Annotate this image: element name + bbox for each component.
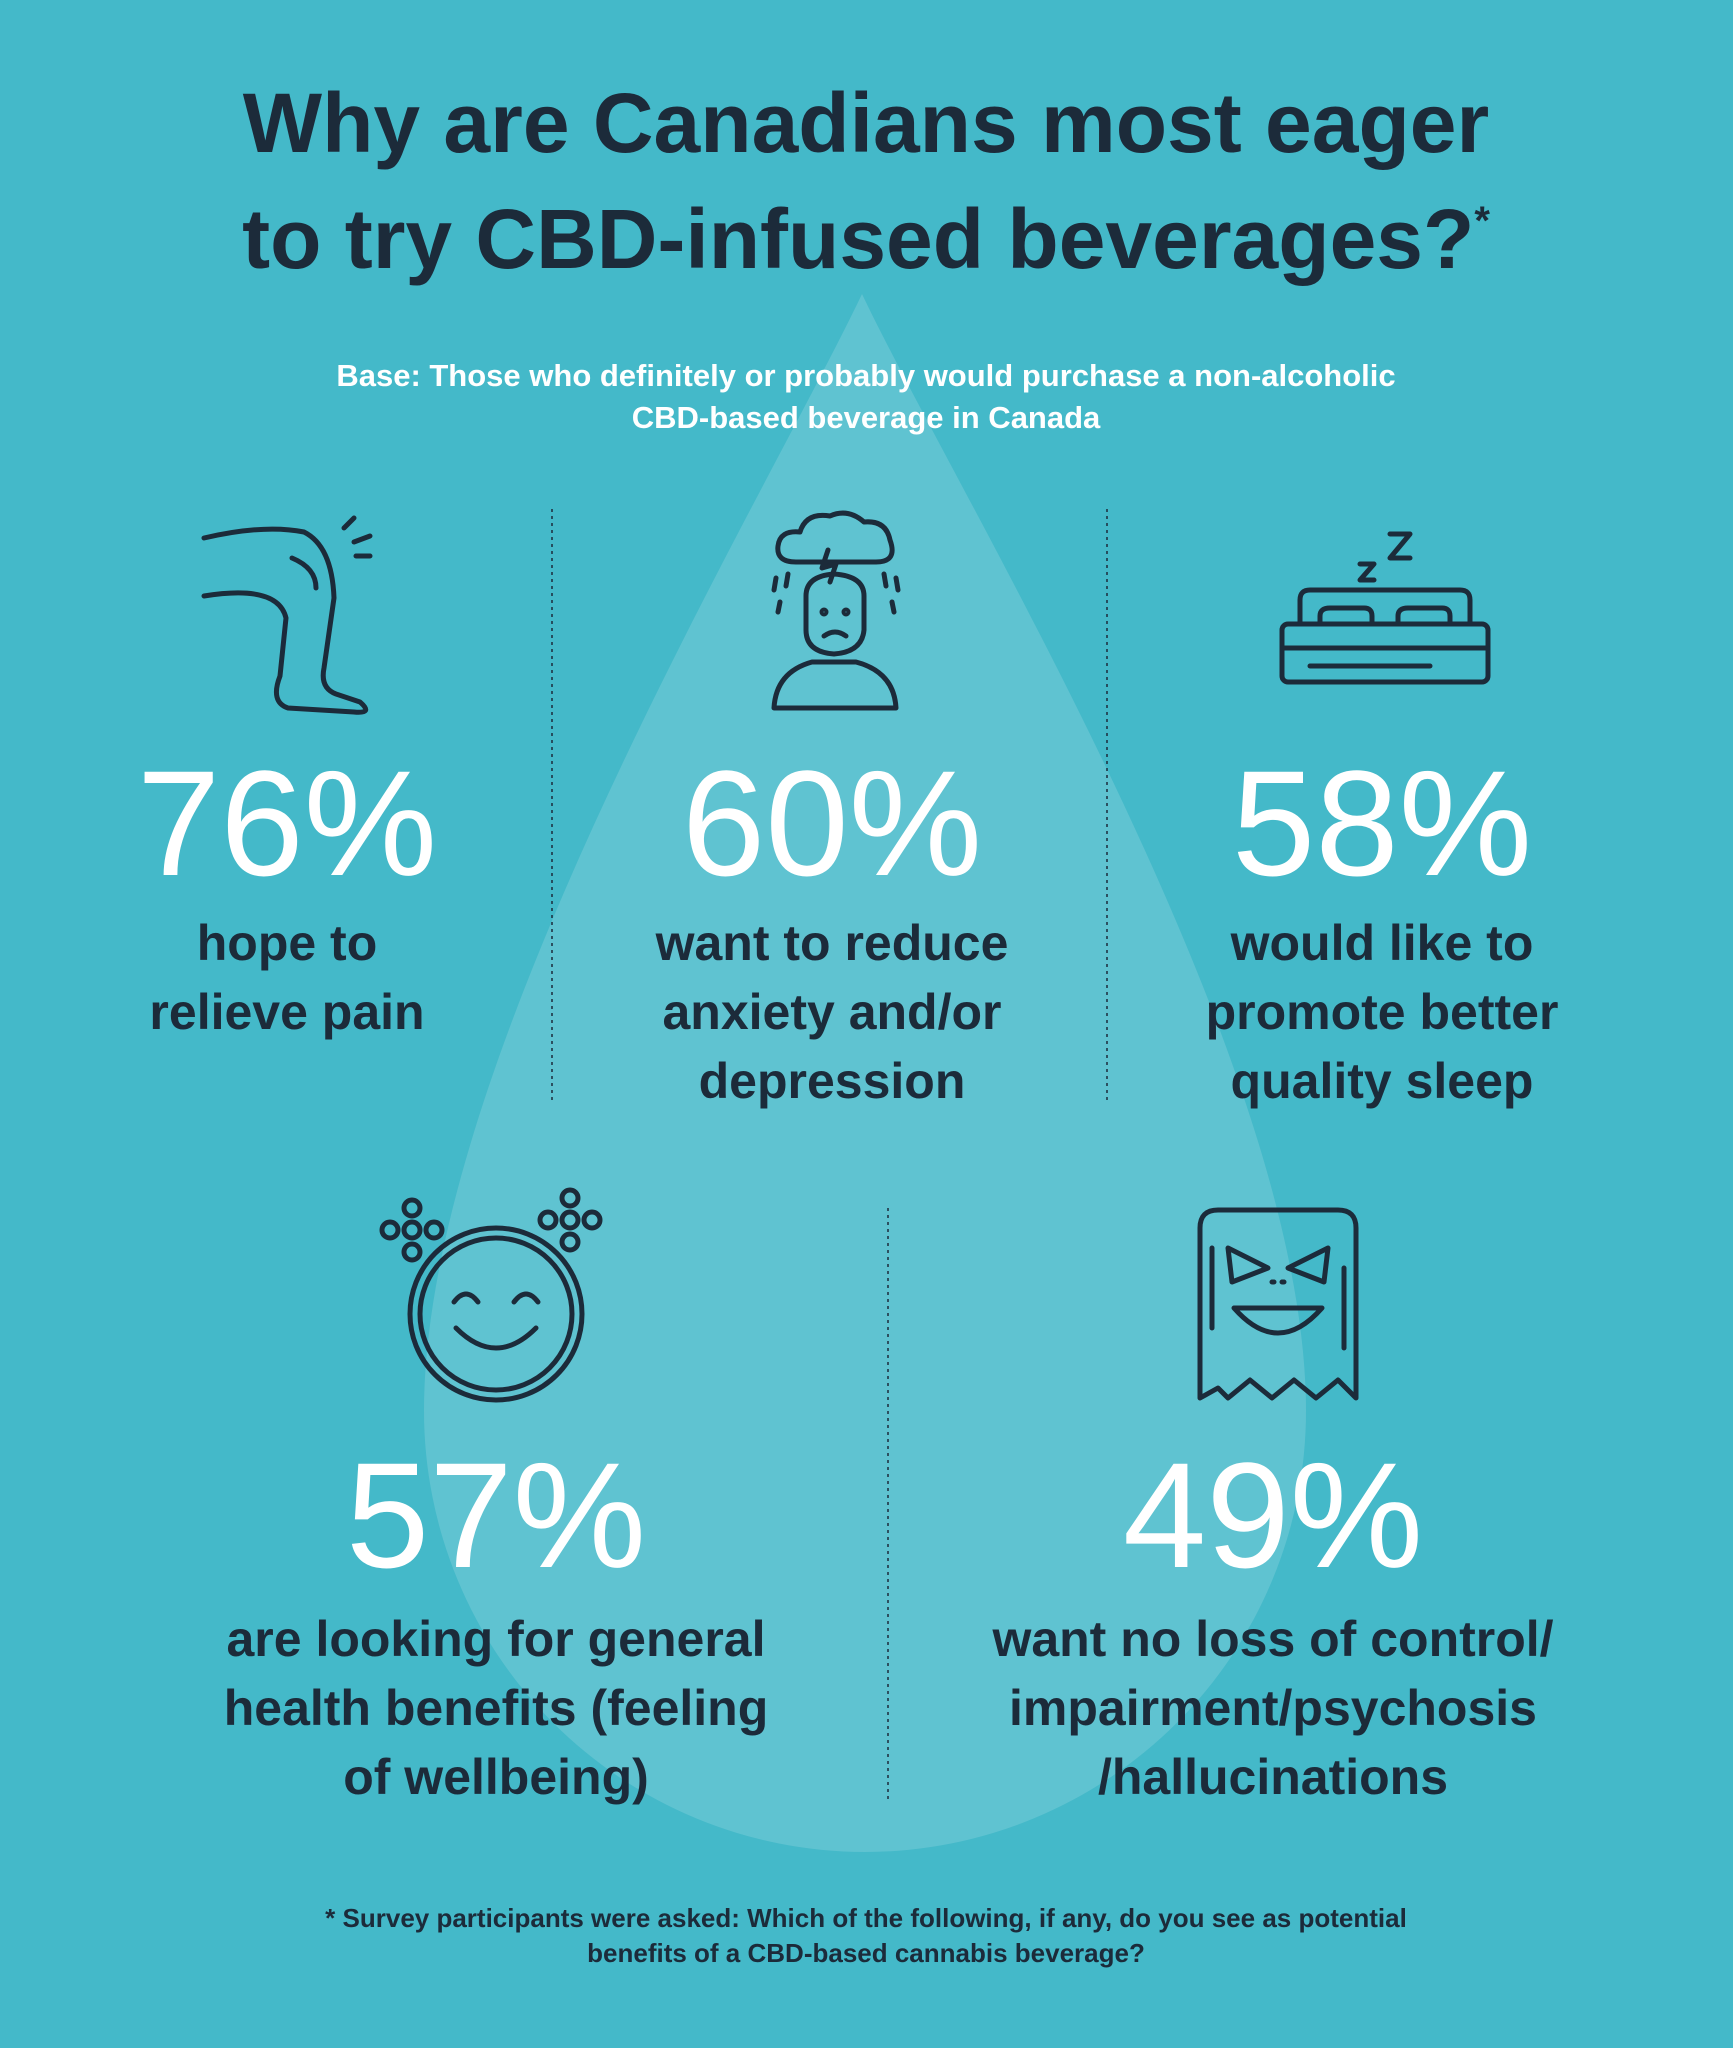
title-line: to try CBD-infused beverages? [242, 192, 1474, 286]
stat-value: 49% [1123, 1431, 1423, 1599]
icon-ghost [1197, 1207, 1359, 1401]
stat-label: /hallucinations [1098, 1749, 1448, 1805]
stat-value: 57% [346, 1431, 646, 1599]
footnote: benefits of a CBD-based cannabis beverag… [587, 1938, 1145, 1968]
stat-label: hope to [197, 915, 378, 971]
title-line: Why are Canadians most eager [243, 76, 1489, 170]
subtitle: Base: Those who definitely or probably w… [336, 358, 1395, 393]
stat-label: want to reduce [655, 915, 1009, 971]
drop-shape [424, 294, 1306, 1852]
subtitle: CBD-based beverage in Canada [632, 400, 1101, 435]
footnote: * Survey participants were asked: Which … [325, 1903, 1407, 1933]
stat-value: 76% [137, 739, 437, 907]
title: Why are Canadians most eager [243, 76, 1489, 170]
stat-label: anxiety and/or [663, 984, 1002, 1040]
stat-label: want no loss of control/ [991, 1611, 1553, 1667]
stat-label: health benefits (feeling [224, 1680, 769, 1736]
icon-bed [1279, 531, 1491, 685]
stat-label: relieve pain [149, 984, 424, 1040]
stat-label: depression [699, 1053, 966, 1109]
stat-value: 58% [1232, 739, 1532, 907]
stat-label: quality sleep [1231, 1053, 1534, 1109]
stat-label: would like to [1230, 915, 1534, 971]
stat-label: are looking for general [226, 1611, 765, 1667]
icon-smiley [379, 1187, 603, 1403]
title: to try CBD-infused beverages?* [242, 192, 1490, 286]
stat-label: promote better [1206, 984, 1559, 1040]
stat-label: impairment/psychosis [1009, 1680, 1537, 1736]
icon-storm-head [771, 510, 901, 711]
stat-value: 60% [682, 739, 982, 907]
title-mark: * [1474, 199, 1490, 243]
icon-leg [201, 515, 373, 715]
stat-label: of wellbeing) [343, 1749, 649, 1805]
